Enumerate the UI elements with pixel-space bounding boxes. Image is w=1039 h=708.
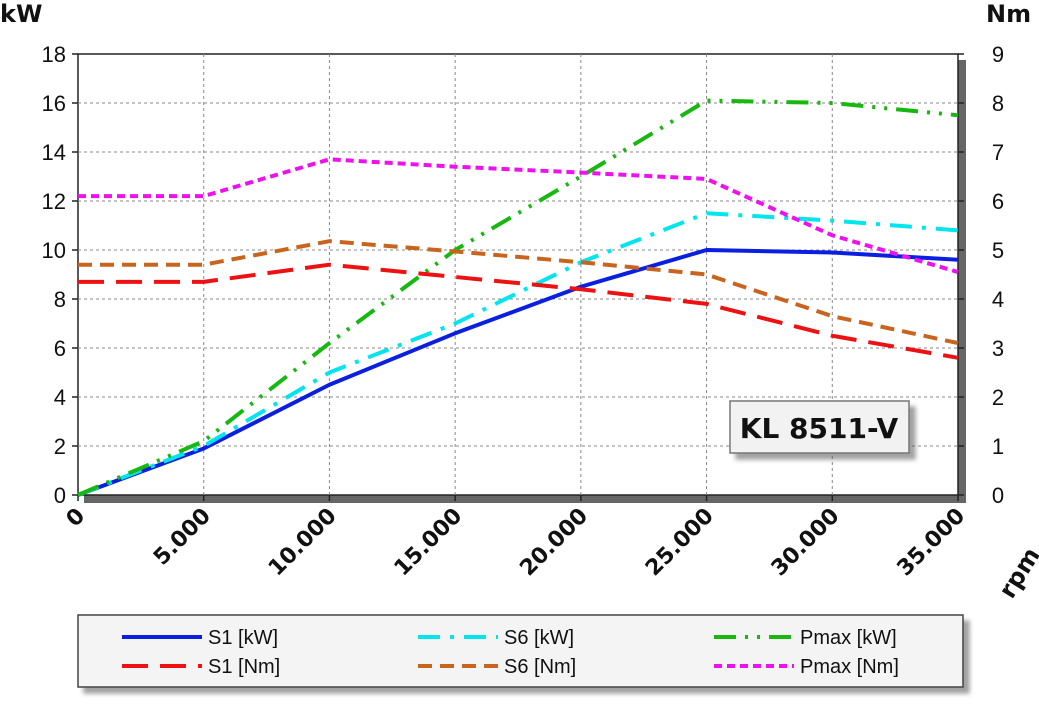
legend-items: S1 [kW] S6 [kW] Pmax [kW] S1 [Nm] S6 [Nm] Pma… <box>122 627 899 678</box>
series-line-s6-kw <box>77 211 959 497</box>
y-left-tick-label: 8 <box>54 287 66 312</box>
legend-label: S1 [kW] <box>208 627 278 649</box>
series-lines <box>77 98 959 497</box>
series-line-pmax-nm <box>78 157 959 274</box>
x-tick-label: 30.000 <box>767 504 845 582</box>
x-tick-label: 25.000 <box>641 504 719 582</box>
legend-label: Pmax [kW] <box>800 627 897 649</box>
y-left-tick-labels: 0 2 4 6 8 10 12 14 16 18 <box>42 42 78 508</box>
legend-label: S6 [Nm] <box>504 656 576 678</box>
y-right-tick-label: 8 <box>992 91 1004 116</box>
x-tick-label: 5.000 <box>149 504 216 571</box>
y-right-tick-label: 1 <box>992 434 1004 459</box>
y-left-tick-label: 2 <box>54 434 66 459</box>
y-left-axis-title: kW <box>0 0 42 28</box>
y-left-tick-label: 4 <box>54 385 66 410</box>
series-line-s1-nm <box>78 262 959 360</box>
y-right-tick-label: 9 <box>992 42 1004 67</box>
y-left-tick-label: 6 <box>54 336 66 361</box>
legend-box <box>77 614 964 688</box>
legend <box>77 614 964 688</box>
y-left-tick-label: 10 <box>42 238 66 263</box>
y-right-tick-label: 5 <box>992 238 1004 263</box>
x-tick-label: 0 <box>62 504 91 533</box>
y-left-tick-label: 0 <box>54 483 66 508</box>
legend-label: S6 [kW] <box>504 627 574 649</box>
y-right-tick-labels: 0 1 2 3 4 5 6 7 8 9 <box>958 42 1004 508</box>
y-right-tick-label: 3 <box>992 336 1004 361</box>
legend-label: S1 [Nm] <box>208 656 280 678</box>
y-left-tick-label: 16 <box>42 91 66 116</box>
model-badge <box>729 400 910 454</box>
model-badge-text: KL 8511-V <box>740 412 899 445</box>
y-left-tick-label: 14 <box>42 140 66 165</box>
y-right-tick-label: 7 <box>992 140 1004 165</box>
series-line-s6-nm <box>78 239 959 346</box>
x-tick-labels: 0 5.000 10.000 15.000 20.000 25.000 30.000 35.0… <box>62 495 971 582</box>
x-tick-label: 15.000 <box>390 504 468 582</box>
y-left-tick-label: 18 <box>42 42 66 67</box>
legend-label: Pmax [Nm] <box>800 656 899 678</box>
y-right-tick-label: 4 <box>992 287 1004 312</box>
x-tick-label: 20.000 <box>515 504 593 582</box>
grid-lines <box>78 54 958 495</box>
series-line-s1-kw <box>77 248 959 497</box>
y-right-axis-title: Nm <box>986 0 1031 28</box>
y-right-tick-label: 2 <box>992 385 1004 410</box>
x-tick-label: 35.000 <box>893 504 971 582</box>
x-tick-label: 10.000 <box>264 504 342 582</box>
model-badge-box <box>729 400 910 454</box>
y-left-tick-label: 12 <box>42 189 66 214</box>
y-right-tick-label: 0 <box>992 483 1004 508</box>
y-right-tick-label: 6 <box>992 189 1004 214</box>
x-axis-title: rpm <box>993 543 1039 604</box>
